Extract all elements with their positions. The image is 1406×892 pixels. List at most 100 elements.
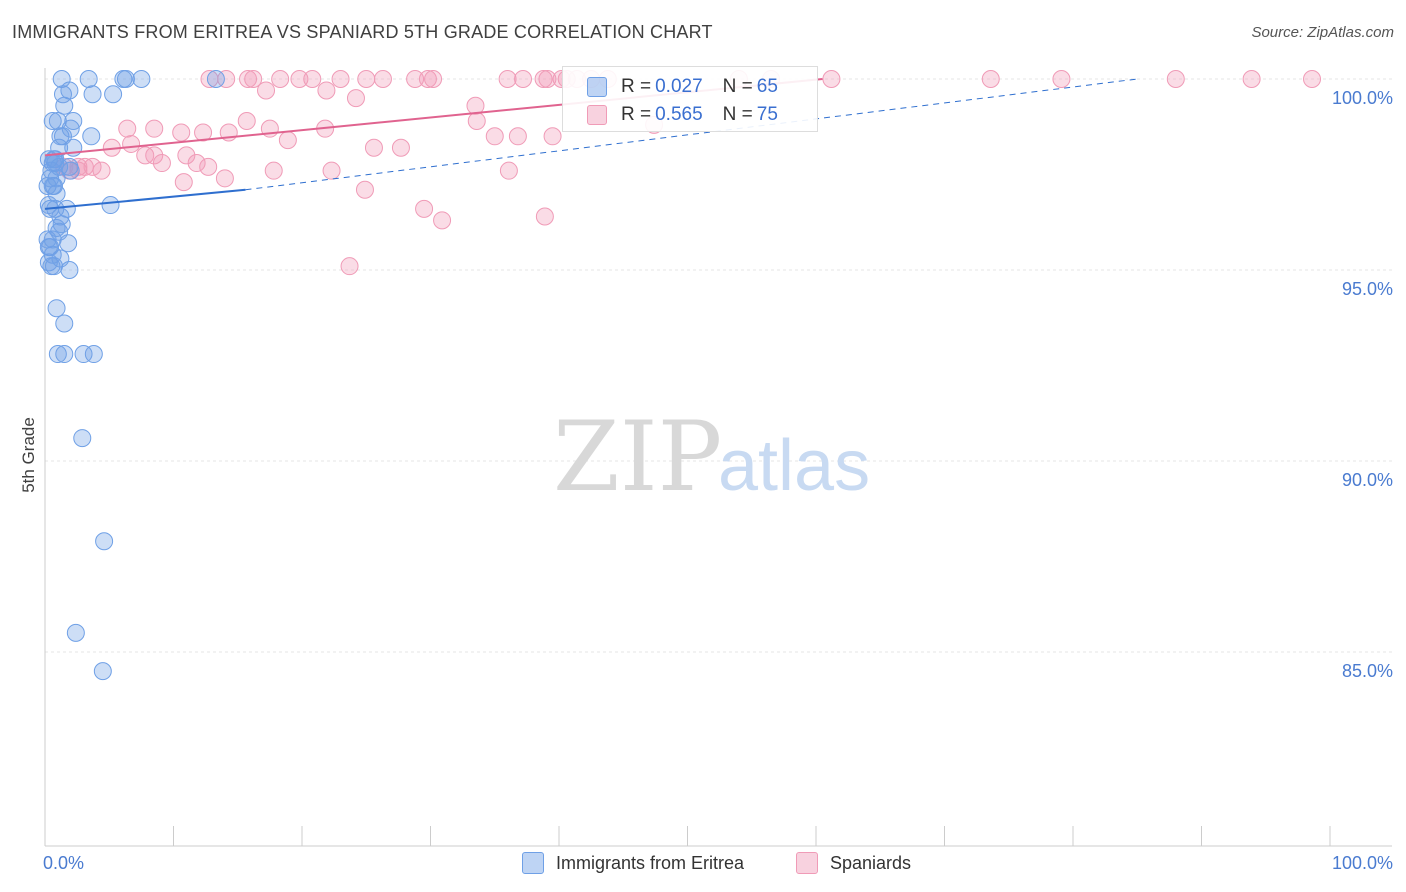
spaniards-swatch: [587, 105, 607, 125]
r-value: 0.565: [655, 104, 703, 125]
n-value: 75: [756, 104, 778, 125]
legend-label-eritrea: Immigrants from Eritrea: [556, 852, 745, 873]
eritrea-point: [38, 176, 57, 195]
spaniards-point: [244, 70, 263, 88]
spaniards-point: [69, 161, 88, 180]
y-tick-label: 85.0%: [1342, 661, 1393, 681]
spaniards-point: [534, 70, 553, 88]
eritrea-trend-extension: [245, 78, 1138, 191]
spaniards-point: [346, 89, 365, 108]
spaniards-point: [514, 70, 533, 88]
n-label: N =: [722, 104, 753, 125]
eritrea-legend-swatch: [522, 852, 544, 874]
spaniards-point: [535, 207, 554, 226]
series-spaniards: [55, 70, 1322, 276]
eritrea-point: [60, 261, 79, 279]
spaniards-point: [83, 157, 102, 176]
eritrea-point: [53, 127, 72, 146]
spaniards-point: [264, 161, 283, 180]
chart-title: IMMIGRANTS FROM ERITREA VS SPANIARD 5TH …: [12, 22, 713, 42]
spaniards-point: [424, 70, 443, 88]
spaniards-point: [118, 119, 137, 138]
eritrea-point: [84, 345, 103, 364]
eritrea-point: [38, 230, 57, 249]
series-eritrea: [38, 70, 225, 681]
eritrea-point: [55, 96, 74, 115]
spaniards-point: [485, 127, 504, 146]
legend-label-spaniards: Spaniards: [830, 852, 912, 873]
axes: [44, 68, 1392, 847]
spaniards-point: [415, 199, 434, 218]
y-tick-label: 100.0%: [1332, 88, 1393, 108]
spaniards-point: [331, 70, 350, 88]
eritrea-point: [59, 234, 78, 253]
spaniards-point: [239, 70, 258, 88]
spaniards-point: [217, 70, 236, 88]
spaniards-point: [391, 138, 410, 157]
series-legend: Immigrants from Eritrea Spaniards: [0, 852, 1406, 878]
spaniards-point: [1166, 70, 1185, 88]
spaniards-point: [92, 161, 111, 180]
spaniards-point: [406, 70, 425, 88]
eritrea-point: [73, 429, 92, 448]
eritrea-point: [66, 623, 85, 642]
eritrea-point: [44, 257, 63, 276]
spaniards-point: [215, 169, 234, 188]
eritrea-point: [55, 345, 74, 364]
eritrea-point: [74, 345, 93, 364]
spaniards-point: [199, 157, 218, 176]
spaniards-legend-swatch: [796, 852, 818, 874]
spaniards-point: [145, 146, 164, 165]
spaniards-point: [822, 70, 841, 88]
spaniards-point: [271, 70, 290, 88]
spaniards-point: [433, 211, 452, 230]
eritrea-point: [60, 81, 79, 100]
eritrea-point: [104, 85, 123, 104]
eritrea-point: [93, 662, 112, 681]
eritrea-swatch: [587, 77, 607, 97]
spaniards-point: [322, 161, 341, 180]
eritrea-point: [43, 230, 62, 249]
spaniards-point: [303, 70, 322, 88]
eritrea-point: [116, 70, 135, 88]
eritrea-point: [47, 299, 66, 318]
spaniards-point: [340, 257, 359, 276]
eritrea-point: [43, 112, 62, 131]
spaniards-point: [317, 81, 336, 100]
stats-legend: R = 0.027 N = 65 R = 0.565 N = 75: [562, 66, 818, 132]
spaniards-point: [278, 131, 297, 150]
spaniards-point: [499, 161, 518, 180]
r-label: R =: [621, 104, 652, 125]
stats-row-spaniards: R = 0.565 N = 75: [563, 101, 778, 129]
spaniards-point: [498, 70, 517, 88]
spaniards-point: [122, 134, 141, 153]
spaniards-point: [543, 127, 562, 146]
n-label: N =: [722, 76, 753, 97]
eritrea-point: [83, 85, 102, 104]
eritrea-point: [101, 196, 120, 215]
spaniards-point: [152, 154, 171, 173]
eritrea-trend-line: [44, 188, 246, 210]
spaniards-point: [237, 112, 256, 131]
eritrea-point: [82, 127, 101, 146]
spaniards-point: [145, 119, 164, 138]
grid-lines: [45, 78, 1392, 653]
legend-item-spaniards[interactable]: Spaniards: [796, 852, 911, 874]
spaniards-point: [373, 70, 392, 88]
watermark-zip: ZIP: [553, 401, 722, 513]
spaniards-point: [172, 123, 191, 142]
eritrea-point: [55, 314, 74, 333]
spaniards-point: [467, 112, 486, 131]
y-axis-title: 5th Grade: [19, 417, 38, 493]
x-tick-label: 0.0%: [43, 853, 84, 873]
spaniards-point: [364, 138, 383, 157]
eritrea-point: [95, 532, 114, 551]
spaniards-point: [1242, 70, 1261, 88]
legend-item-eritrea[interactable]: Immigrants from Eritrea: [522, 852, 744, 874]
spaniards-point: [355, 180, 374, 199]
eritrea-point: [206, 70, 225, 88]
axis-labels: 85.0% 90.0% 95.0% 100.0% 0.0% 100.0% 5th Grade: [19, 88, 1393, 873]
spaniards-point: [257, 81, 276, 100]
spaniards-point: [174, 173, 193, 192]
